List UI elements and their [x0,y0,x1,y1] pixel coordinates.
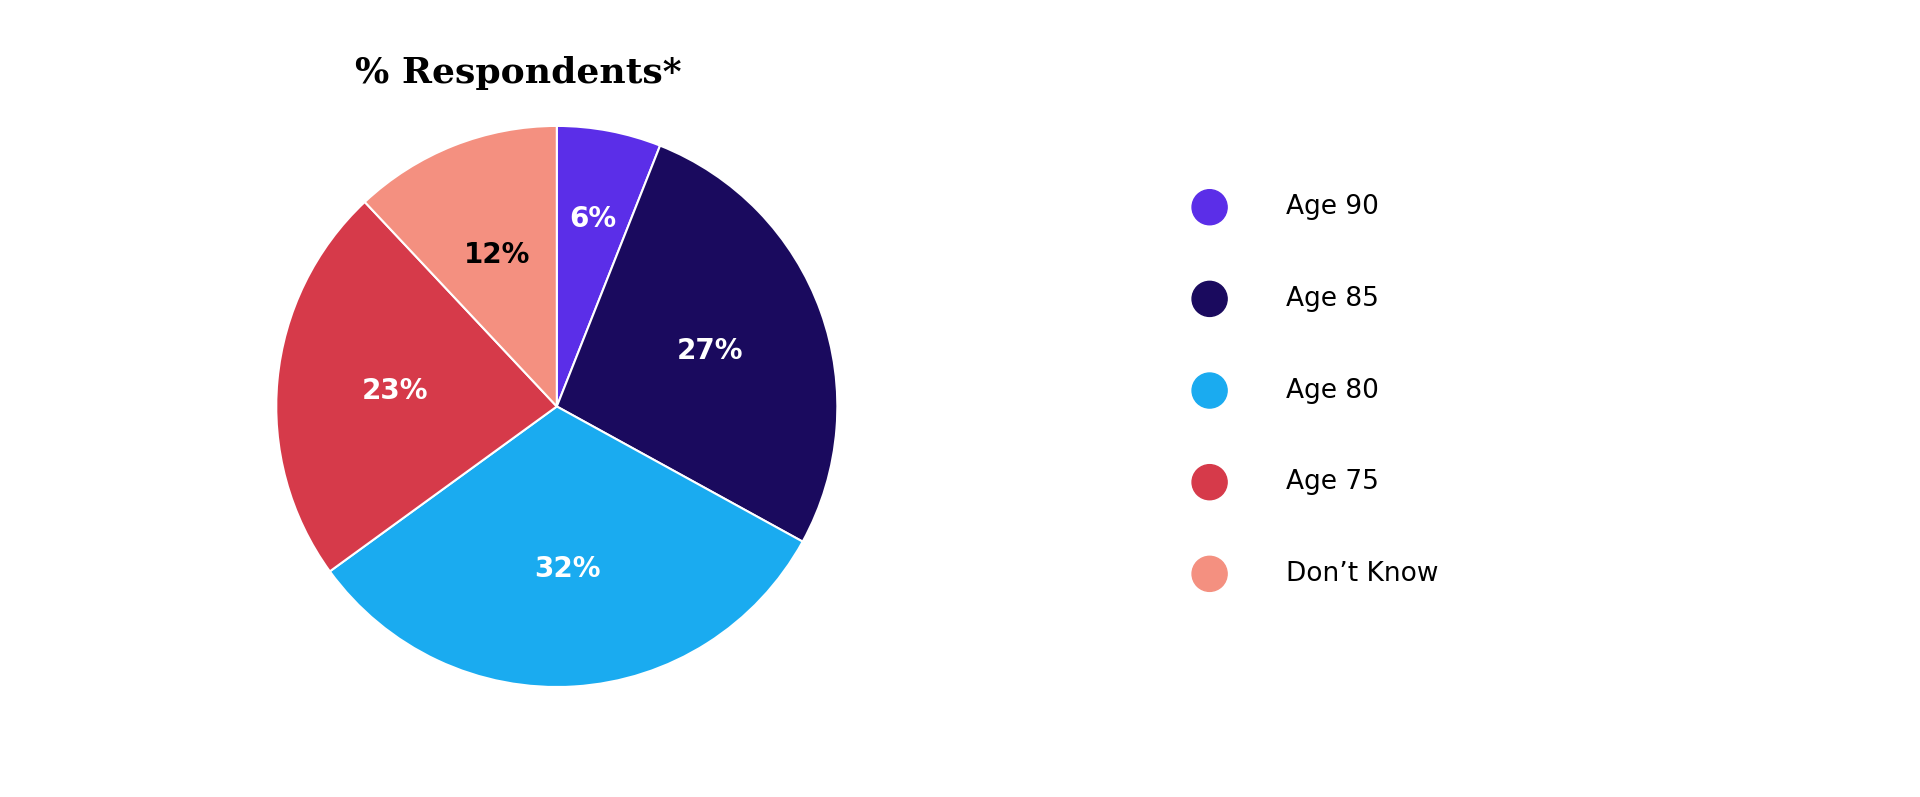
Text: 32%: 32% [534,555,601,583]
Wedge shape [330,406,803,687]
Text: Age 75: Age 75 [1286,469,1379,495]
Wedge shape [276,202,557,571]
Text: 27%: 27% [676,337,743,365]
Text: Age 80: Age 80 [1286,378,1379,403]
Wedge shape [365,126,557,406]
Wedge shape [557,146,837,542]
Text: % Respondents*: % Respondents* [355,56,682,90]
Text: Age 90: Age 90 [1286,194,1379,220]
Text: Don’t Know: Don’t Know [1286,561,1438,587]
Text: 6%: 6% [568,205,616,233]
Text: 12%: 12% [465,241,530,269]
Text: Age 85: Age 85 [1286,286,1379,312]
Text: 23%: 23% [361,377,428,405]
Wedge shape [557,126,660,406]
